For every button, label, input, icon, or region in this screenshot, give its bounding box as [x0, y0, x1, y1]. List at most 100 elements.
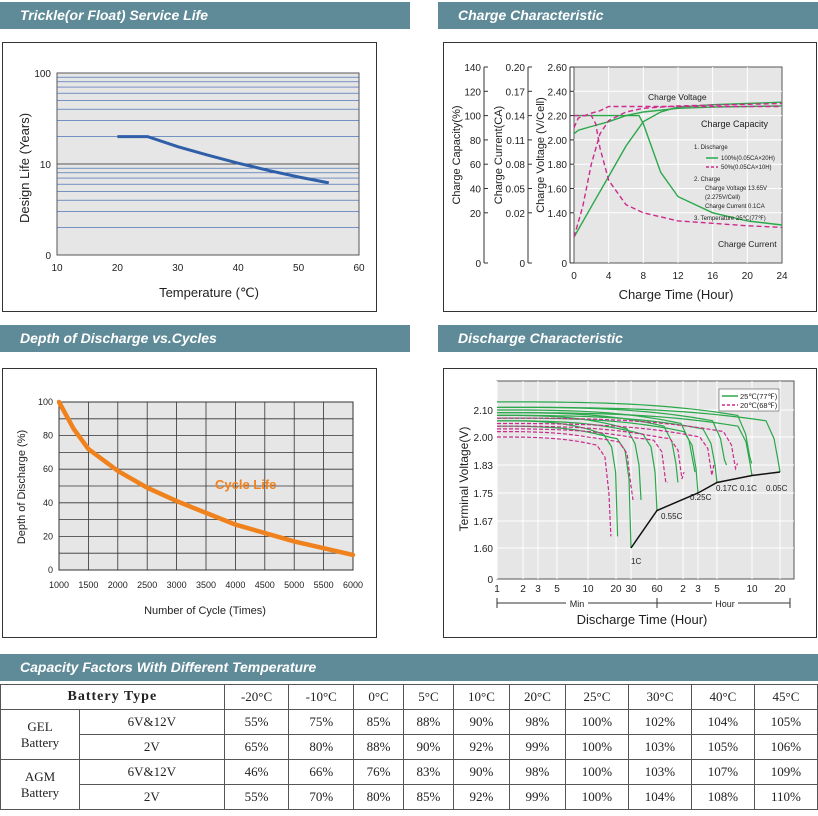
discharge-curve — [497, 414, 718, 483]
battery-group-name-line: Battery — [20, 734, 60, 750]
life-curve — [117, 135, 330, 185]
x-tick-label: 8 — [641, 271, 647, 282]
capacity-value: 98% — [508, 759, 566, 785]
x-tick-label: 4500 — [255, 580, 275, 590]
x-tick-label: 2500 — [137, 580, 157, 590]
final-voltage-curve — [630, 471, 781, 549]
y-axis-label: Depth of Discharge (%) — [16, 430, 28, 544]
y-tick-label: 100 — [34, 69, 51, 80]
hour-label-bg — [712, 597, 738, 609]
legend-charge-line: Charge Voltage 13.65V — [705, 186, 767, 192]
battery-group-name-line: AGM — [24, 768, 56, 784]
x-tick-label: 50 — [293, 263, 305, 274]
y-tick-label: 1.60 — [474, 544, 494, 555]
axis-tick-label: 40 — [470, 185, 482, 196]
header-battery-type: Battery Type — [0, 684, 225, 710]
x-tick-label: 10 — [582, 584, 594, 595]
cycle-life-label: Cycle Life — [215, 477, 276, 492]
battery-group-name-line: GEL — [27, 718, 53, 734]
x-tick-label: 2000 — [108, 580, 128, 590]
capacity-value: 105% — [690, 734, 755, 760]
x-axis-label: Charge Time (Hour) — [619, 287, 734, 302]
y-tick-label: 20 — [43, 531, 53, 541]
x-tick-label: 10 — [746, 584, 758, 595]
current-curve — [574, 114, 783, 226]
discharge-curve — [497, 417, 699, 494]
axis-tick-label: 80 — [470, 136, 482, 147]
capacity-value: 102% — [627, 709, 692, 735]
x-tick-label: 40 — [233, 263, 245, 274]
axis-tick-label: 60 — [470, 160, 482, 171]
capacity-value: 70% — [288, 784, 355, 810]
discharge-panel: 2.10 2.00 1.83 1.75 1.67 1.60 0 1 2 3 5 10 20 30 60 2 3 5… — [443, 368, 817, 638]
discharge-curve — [497, 401, 753, 464]
dod-panel: 0 20 40 60 80 100 1000 1500 2000 2500 3000 3500 4000… — [2, 368, 377, 638]
x-tick-label: 60 — [651, 584, 663, 595]
x-tick-label: 20 — [774, 584, 786, 595]
capacity-value: 90% — [403, 734, 454, 760]
discharge-curve — [497, 420, 658, 511]
axis-tick-label: 0 — [475, 259, 481, 270]
y-tick-label: 1.75 — [474, 489, 494, 500]
axis-tick-label: 1.60 — [548, 185, 568, 196]
capacity-value: 92% — [452, 784, 510, 810]
y-axis-label: Charge Voltage (V/Cell) — [535, 97, 547, 213]
discharge-curve — [497, 406, 781, 473]
y-tick-label: 10 — [40, 160, 52, 171]
table-header-row: Battery Type -20°C -10°C 0°C 5°C 10°C 20°C 25°C… — [0, 684, 818, 710]
rate-label: 0.1C — [740, 484, 757, 493]
x-tick-label: 10 — [51, 263, 63, 274]
legend-item: 20℃(68℉) — [740, 401, 778, 410]
header-temperature: 10°C — [452, 684, 510, 710]
discharge-curve — [497, 417, 739, 471]
capacity-value: 92% — [452, 734, 510, 760]
x-tick-label: 1500 — [78, 580, 98, 590]
capacity-curve — [573, 101, 783, 238]
discharge-curve — [497, 422, 715, 476]
rate-label: 0.55C — [661, 512, 683, 521]
capacity-value: 90% — [452, 709, 510, 735]
capacity-value: 90% — [452, 759, 510, 785]
header-temperature: 5°C — [403, 684, 454, 710]
axis-tick-label: 120 — [464, 87, 481, 98]
charge-characteristic-header: Charge Characteristic — [438, 2, 818, 29]
x-tick-label: 5 — [554, 584, 560, 595]
capacity-factors-table: Battery Type -20°C -10°C 0°C 5°C 10°C 20°C 25°C… — [0, 684, 818, 810]
annotation-current: Charge Current — [718, 239, 777, 249]
legend-item: 25℃(77℉) — [740, 392, 778, 401]
charge-chart: 1401201008060402000.200.170.140.110.080.… — [451, 63, 788, 302]
annotation-voltage: Charge Voltage — [648, 92, 707, 102]
axis-tick-label: 0.02 — [506, 209, 526, 220]
y-tick-label: 40 — [43, 498, 53, 508]
current-curve — [574, 114, 783, 229]
annotation-capacity: Charge Capacity — [701, 119, 769, 129]
header-temperature: 30°C — [627, 684, 692, 710]
y-tick-label: 80 — [43, 431, 53, 441]
x-tick-label: 20 — [112, 263, 124, 274]
x-tick-label: 5 — [714, 584, 720, 595]
trickle-life-panel: 0 10 100 10 20 30 40 50 60 Temperature (℃) Design … — [2, 42, 377, 312]
x-tick-label: 2 — [680, 584, 686, 595]
capacity-value: 110% — [753, 784, 818, 810]
hour-label: Hour — [715, 599, 735, 609]
capacity-value: 104% — [690, 709, 755, 735]
x-tick-label: 1 — [494, 584, 500, 595]
rate-label: 0.25C — [690, 493, 712, 502]
capacity-value: 65% — [223, 734, 290, 760]
x-tick-label: 5500 — [314, 580, 334, 590]
capacity-curve — [573, 102, 783, 238]
axis-tick-label: 100 — [464, 112, 481, 123]
x-tick-label: 2 — [520, 584, 526, 595]
y-tick-label: 60 — [43, 464, 53, 474]
x-tick-label: 20 — [610, 584, 622, 595]
x-axis-label: Discharge Time (Hour) — [577, 612, 708, 627]
voltage-label: 6V&12V — [79, 759, 225, 785]
y-tick-label: 0 — [48, 565, 53, 575]
voltage-label: 2V — [79, 784, 225, 810]
dod-chart: 0 20 40 60 80 100 1000 1500 2000 2500 3000 3500 4000… — [16, 397, 363, 617]
capacity-value: 104% — [627, 784, 692, 810]
table-row: 2V 55% 70% 80% 85% 92% 99% 100% 104% 108% 110% — [1, 784, 818, 810]
capacity-value: 98% — [508, 709, 566, 735]
axis-tick-label: 0 — [561, 259, 567, 270]
